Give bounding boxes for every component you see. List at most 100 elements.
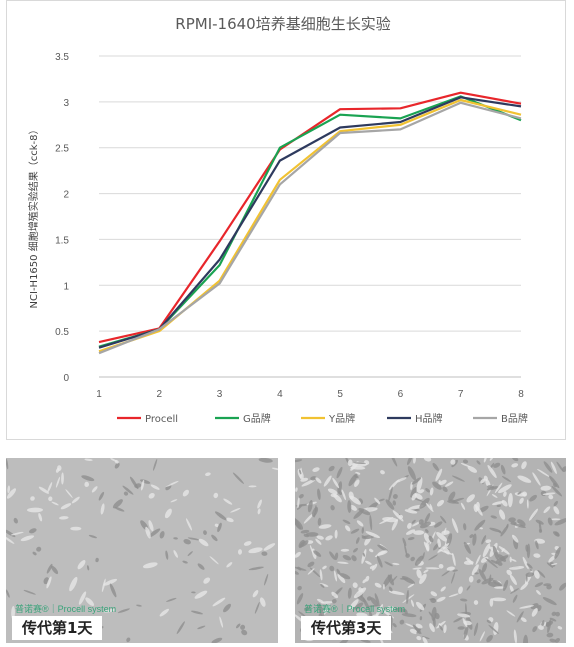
cell-shape <box>416 635 422 641</box>
series-line <box>98 98 522 353</box>
cell-shape <box>307 568 315 575</box>
cell-shape <box>436 499 445 507</box>
photo-caption: 传代第3天 <box>301 616 392 640</box>
cell-shape <box>440 515 447 524</box>
cell-shape <box>243 541 252 546</box>
cell-shape <box>361 535 375 540</box>
cell-shape <box>330 493 338 498</box>
cell-shape <box>356 520 364 527</box>
cell-shape <box>310 476 317 481</box>
cell-shape <box>257 499 262 509</box>
cell-shape <box>548 554 557 563</box>
cell-shape <box>465 557 474 565</box>
cell-shape <box>541 620 545 628</box>
cell-shape <box>434 521 443 528</box>
cell-shape <box>481 563 488 573</box>
cell-shape <box>311 548 317 560</box>
cell-shape <box>226 517 234 523</box>
cell-shape <box>420 521 431 529</box>
cell-shape <box>498 484 512 494</box>
cell-shape <box>312 467 320 472</box>
cell-shape <box>451 572 456 584</box>
y-tick-label: 3.5 <box>55 52 69 63</box>
cell-shape <box>457 626 465 630</box>
cell-shape <box>103 578 118 586</box>
cell-shape <box>462 459 469 464</box>
cell-shape <box>182 489 190 497</box>
cell-shape <box>418 489 425 494</box>
cell-shape <box>299 540 309 548</box>
cell-shape <box>460 462 471 468</box>
cell-shape <box>423 532 431 543</box>
cell-photo-day3: 普诺赛®｜Procell system 传代第3天 <box>295 458 566 643</box>
cell-shape <box>173 537 178 540</box>
cell-shape <box>252 590 259 598</box>
cell-shape <box>535 540 539 550</box>
cell-shape <box>140 479 145 491</box>
cell-shape <box>126 637 131 643</box>
photo-caption: 传代第1天 <box>12 616 103 640</box>
cell-shape <box>549 475 560 489</box>
cell-shape <box>296 593 304 605</box>
cell-shape <box>423 569 429 574</box>
cell-shape <box>460 502 466 510</box>
cell-shape <box>498 546 510 555</box>
cell-shape <box>88 534 98 539</box>
cell-shape <box>415 601 425 611</box>
cell-shape <box>237 549 243 555</box>
cell-shape <box>414 555 424 566</box>
cell-shape <box>336 466 343 479</box>
cell-shape <box>235 623 241 629</box>
cell-shape <box>521 461 527 470</box>
cell-shape <box>415 623 423 629</box>
cell-shape <box>465 603 467 615</box>
cell-shape <box>467 465 478 473</box>
cell-shape <box>404 509 418 514</box>
cell-shape <box>406 589 409 605</box>
cell-shape <box>407 522 412 529</box>
cell-shape <box>190 610 204 615</box>
cell-shape <box>10 531 24 536</box>
cell-shape <box>487 485 495 489</box>
cell-shape <box>476 579 481 584</box>
cell-shape <box>552 531 560 537</box>
cell-shape <box>557 626 563 630</box>
cell-shape <box>370 597 379 606</box>
cell-shape <box>554 638 560 643</box>
cell-shape <box>198 538 209 547</box>
cell-shape <box>337 561 349 564</box>
cell-shape <box>543 583 551 587</box>
cell-shape <box>509 566 525 570</box>
cell-shape <box>556 461 564 472</box>
cell-shape <box>441 570 451 577</box>
cell-shape <box>520 582 529 591</box>
cell-shape <box>543 461 553 473</box>
cell-shape <box>483 458 487 463</box>
cell-shape <box>513 523 526 528</box>
cell-shape <box>438 625 444 631</box>
cell-shape <box>327 488 338 495</box>
cell-shape <box>295 518 304 530</box>
legend-label: B品牌 <box>501 412 528 425</box>
cell-shape <box>103 608 116 613</box>
cell-shape <box>317 603 325 619</box>
cell-shape <box>414 493 423 500</box>
cell-shape <box>51 501 59 506</box>
cell-shape <box>349 495 361 505</box>
cell-shape <box>551 485 563 497</box>
cell-shape <box>553 506 560 515</box>
cell-shape <box>295 459 303 463</box>
cell-shape <box>432 462 439 471</box>
cell-shape <box>473 622 479 637</box>
cell-shape <box>463 620 472 626</box>
cell-shape <box>545 622 550 628</box>
cell-shape <box>358 508 371 516</box>
cell-shape <box>322 565 327 570</box>
cell-shape <box>350 528 360 534</box>
cell-shape <box>297 497 300 509</box>
cell-shape <box>537 625 544 630</box>
cell-shape <box>489 527 502 533</box>
cell-shape <box>486 619 492 624</box>
cell-shape <box>182 560 188 564</box>
cell-shape <box>36 546 42 552</box>
